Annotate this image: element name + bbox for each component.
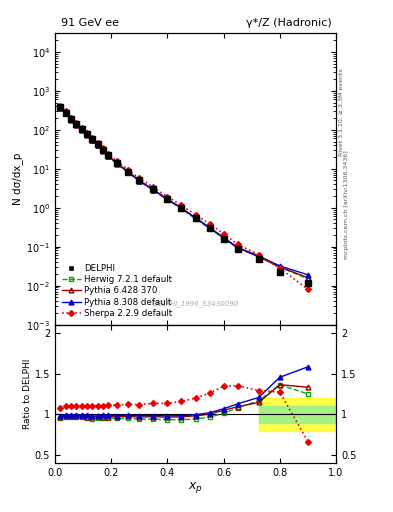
- X-axis label: $x_p$: $x_p$: [188, 480, 203, 495]
- Text: γ*/Z (Hadronic): γ*/Z (Hadronic): [246, 18, 332, 28]
- Text: mcplots.cern.ch [arXiv:1306.3436]: mcplots.cern.ch [arXiv:1306.3436]: [344, 151, 349, 259]
- Y-axis label: Ratio to DELPHI: Ratio to DELPHI: [23, 359, 32, 429]
- Text: Rivet 3.1.10, ≥ 3.3M events: Rivet 3.1.10, ≥ 3.3M events: [339, 69, 344, 157]
- Text: DELPHI_1996_S3430090: DELPHI_1996_S3430090: [152, 301, 239, 307]
- Text: 91 GeV ee: 91 GeV ee: [61, 18, 119, 28]
- Legend: DELPHI, Herwig 7.2.1 default, Pythia 6.428 370, Pythia 8.308 default, Sherpa 2.2: DELPHI, Herwig 7.2.1 default, Pythia 6.4…: [59, 262, 175, 321]
- Y-axis label: N dσ/dx_p: N dσ/dx_p: [13, 153, 24, 205]
